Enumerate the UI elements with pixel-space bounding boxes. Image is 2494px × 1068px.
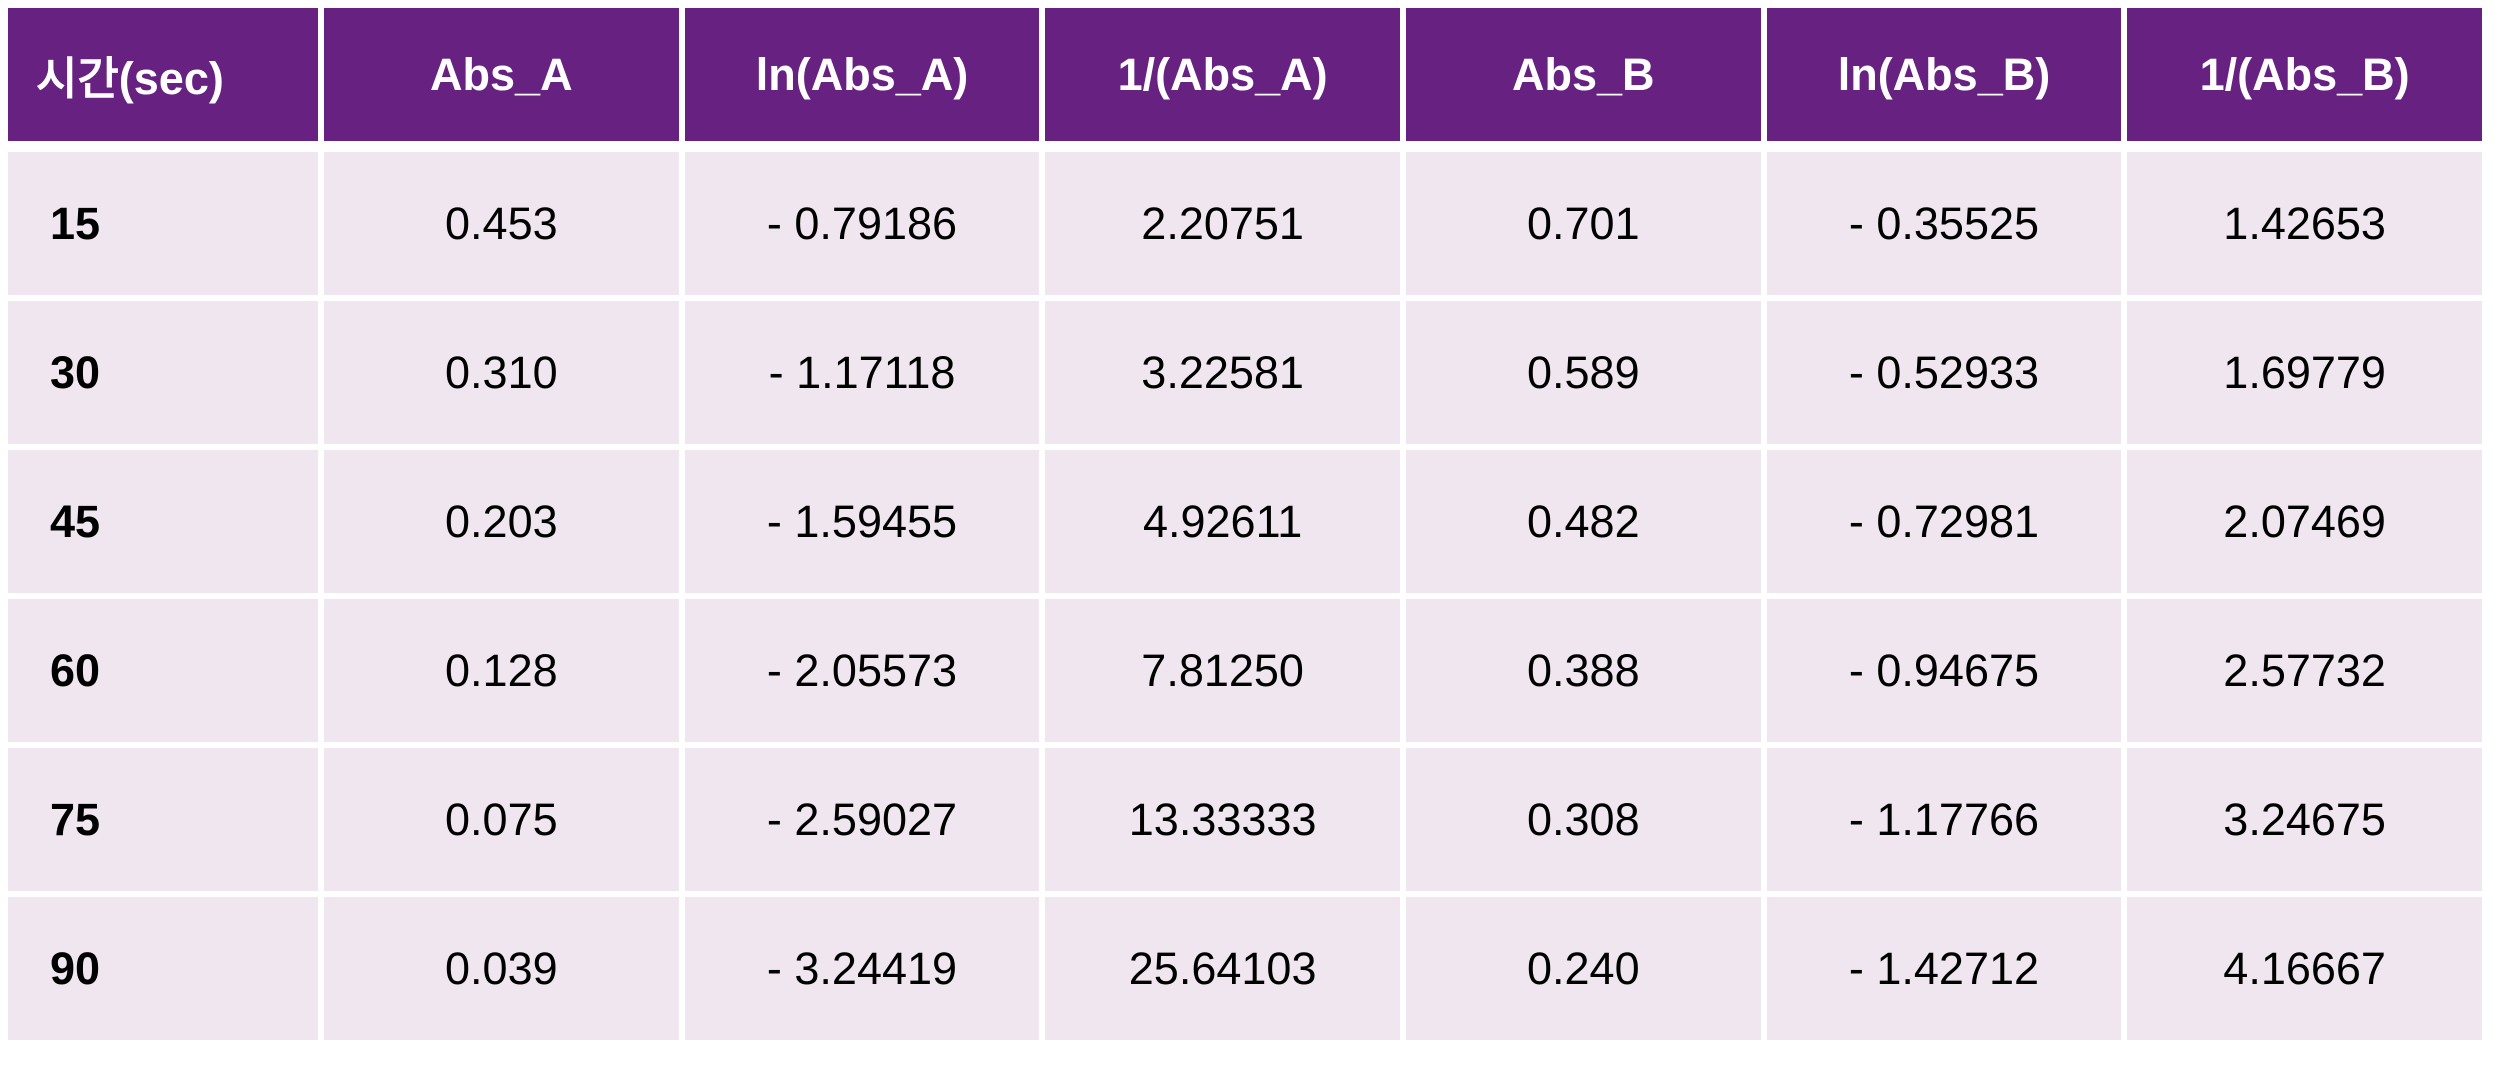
row-label-cell: 45 [8, 450, 318, 593]
table-cell: - 1.42712 [1766, 897, 2122, 1040]
table-cell: 2.07469 [2127, 450, 2482, 593]
table-cell: 0.701 [1405, 152, 1761, 295]
table-cell: - 0.94675 [1766, 599, 2122, 742]
table-cell: - 0.72981 [1766, 450, 2122, 593]
table-row: 60 0.128- 2.05573 7.81250 0.388- 0.94675 2.5… [8, 599, 2482, 742]
column-header: Abs_A [324, 8, 679, 146]
table-cell: 2.20751 [1045, 152, 1400, 295]
table-row: 90 0.039- 3.24419 25.64103 0.240- 1.42712 4.… [8, 897, 2482, 1040]
table-row: 30 0.310- 1.17118 3.22581 0.589- 0.52933 1.6… [8, 301, 2482, 444]
table-cell: 25.64103 [1045, 897, 1400, 1040]
table-row: 15 0.453- 0.79186 2.20751 0.701- 0.35525 1.4… [8, 152, 2482, 295]
table-cell: 3.24675 [2127, 748, 2482, 891]
table-cell: 0.203 [324, 450, 679, 593]
table-cell: 0.308 [1405, 748, 1761, 891]
table-cell: - 0.79186 [684, 152, 1040, 295]
table-cell: 0.589 [1405, 301, 1761, 444]
table-cell: 3.22581 [1045, 301, 1400, 444]
table-cell: 0.310 [324, 301, 679, 444]
table-body: 15 0.453- 0.79186 2.20751 0.701- 0.35525 1.4… [8, 152, 2482, 1040]
column-header: Abs_B [1405, 8, 1761, 146]
table-cell: 0.039 [324, 897, 679, 1040]
table-cell: 0.388 [1405, 599, 1761, 742]
table-cell: - 0.35525 [1766, 152, 2122, 295]
column-header: ln(Abs_B) [1766, 8, 2122, 146]
table-cell: 2.57732 [2127, 599, 2482, 742]
table-cell: - 3.24419 [684, 897, 1040, 1040]
row-label-cell: 30 [8, 301, 318, 444]
row-label-cell: 90 [8, 897, 318, 1040]
kinetics-data-table: 시간(sec) Abs_A ln(Abs_A) 1/(Abs_A) Abs_B ln(Ab… [2, 2, 2488, 1046]
table-cell: 4.16667 [2127, 897, 2482, 1040]
table-cell: 0.453 [324, 152, 679, 295]
table-cell: - 1.17118 [684, 301, 1040, 444]
table-cell: 1.69779 [2127, 301, 2482, 444]
table-cell: 0.482 [1405, 450, 1761, 593]
table-cell: 0.240 [1405, 897, 1761, 1040]
table-cell: 13.33333 [1045, 748, 1400, 891]
table-cell: 4.92611 [1045, 450, 1400, 593]
table-cell: - 2.59027 [684, 748, 1040, 891]
table-header: 시간(sec) Abs_A ln(Abs_A) 1/(Abs_A) Abs_B ln(Ab… [8, 8, 2482, 146]
table-cell: - 2.05573 [684, 599, 1040, 742]
table-cell: - 1.17766 [1766, 748, 2122, 891]
table-cell: - 1.59455 [684, 450, 1040, 593]
row-label-cell: 75 [8, 748, 318, 891]
row-label-cell: 15 [8, 152, 318, 295]
column-header: 1/(Abs_A) [1045, 8, 1400, 146]
table-cell: 7.81250 [1045, 599, 1400, 742]
table-cell: 1.42653 [2127, 152, 2482, 295]
table-cell: 0.075 [324, 748, 679, 891]
column-header: 시간(sec) [8, 8, 318, 146]
table-cell: - 0.52933 [1766, 301, 2122, 444]
row-label-cell: 60 [8, 599, 318, 742]
column-header: ln(Abs_A) [684, 8, 1040, 146]
table-cell: 0.128 [324, 599, 679, 742]
table-row: 45 0.203- 1.59455 4.92611 0.482- 0.72981 2.0… [8, 450, 2482, 593]
table-row: 75 0.075- 2.59027 13.33333 0.308- 1.17766 3.… [8, 748, 2482, 891]
column-header: 1/(Abs_B) [2127, 8, 2482, 146]
header-row: 시간(sec) Abs_A ln(Abs_A) 1/(Abs_A) Abs_B ln(Ab… [8, 8, 2482, 146]
